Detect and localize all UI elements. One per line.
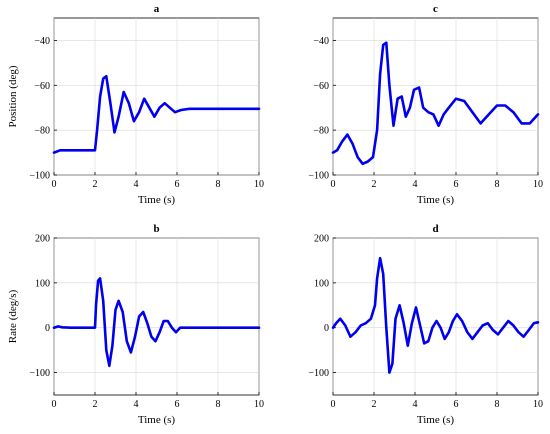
- panel-a: 0 2 4 6 8 10 −100 −80 −60 −40 a Time (s) Position (d…: [7, 3, 264, 206]
- y-tick-label-b-3: 200: [35, 234, 50, 245]
- x-tick-label-c-0: 0: [331, 179, 336, 190]
- y-tick-label-b-1: 0: [45, 323, 50, 334]
- x-tick-label-d-2: 4: [413, 399, 418, 410]
- chart-title-d: d: [432, 223, 438, 235]
- x-axis-label-a: Time (s): [138, 194, 176, 206]
- x-tick-label-a-2: 4: [134, 179, 139, 190]
- x-tick-label-a-1: 2: [93, 179, 98, 190]
- y-axis-label-b: Rate (deg/s): [7, 289, 19, 343]
- series-line-a: [52, 75, 261, 154]
- x-tick-label-a-5: 10: [254, 179, 264, 190]
- y-tick-label-c-3: −40: [313, 36, 329, 47]
- plot-area-d: [332, 237, 539, 396]
- x-tick-label-c-4: 8: [495, 179, 500, 190]
- x-tick-label-c-3: 6: [454, 179, 459, 190]
- chart-title-c: c: [433, 3, 438, 15]
- panel-d: 0 2 4 6 8 10 −100 0 100 200 d Time (s): [308, 223, 543, 426]
- y-tick-label-c-0: −100: [308, 171, 329, 182]
- x-tick-label-d-0: 0: [331, 399, 336, 410]
- plot-area-c: [332, 17, 539, 176]
- x-tick-label-b-3: 6: [175, 399, 180, 410]
- x-tick-label-b-1: 2: [93, 399, 98, 410]
- x-axis-label-d: Time (s): [417, 414, 455, 426]
- x-tick-label-d-1: 2: [372, 399, 377, 410]
- x-tick-label-a-0: 0: [52, 179, 57, 190]
- panel-b: 0 2 4 6 8 10 −100 0 100 200 b Time (s) Rate (deg/s): [7, 223, 264, 426]
- y-tick-label-b-2: 100: [35, 278, 50, 289]
- series-line-c: [331, 41, 540, 166]
- x-tick-label-c-5: 10: [533, 179, 543, 190]
- x-axis-label-c: Time (s): [417, 194, 455, 206]
- x-tick-label-d-3: 6: [454, 399, 459, 410]
- chart-title-b: b: [153, 223, 159, 235]
- y-tick-label-c-2: −60: [313, 81, 329, 92]
- x-tick-label-d-5: 10: [533, 399, 543, 410]
- y-tick-label-d-3: 200: [314, 234, 329, 245]
- x-tick-label-c-1: 2: [372, 179, 377, 190]
- x-tick-label-c-2: 4: [413, 179, 418, 190]
- panel-c: 0 2 4 6 8 10 −100 −80 −60 −40 c Time (s): [308, 3, 543, 206]
- x-tick-label-b-0: 0: [52, 399, 57, 410]
- y-tick-label-d-1: 0: [324, 323, 329, 334]
- y-tick-label-a-2: −60: [34, 81, 50, 92]
- plot-area-a: [53, 17, 260, 176]
- series-line-b: [52, 277, 261, 368]
- y-axis-label-a: Position (deg): [7, 65, 19, 127]
- chart-title-a: a: [154, 3, 160, 15]
- y-tick-label-c-1: −80: [313, 126, 329, 137]
- y-tick-label-b-0: −100: [29, 368, 50, 379]
- y-tick-label-a-1: −80: [34, 126, 50, 137]
- x-tick-label-a-4: 8: [216, 179, 221, 190]
- x-tick-label-a-3: 6: [175, 179, 180, 190]
- y-tick-label-d-2: 100: [314, 278, 329, 289]
- x-tick-label-b-5: 10: [254, 399, 264, 410]
- x-tick-label-b-2: 4: [134, 399, 139, 410]
- y-tick-label-d-0: −100: [308, 368, 329, 379]
- x-axis-label-b: Time (s): [138, 414, 176, 426]
- series-line-d: [331, 256, 540, 374]
- x-tick-label-b-4: 8: [216, 399, 221, 410]
- y-tick-label-a-3: −40: [34, 36, 50, 47]
- y-tick-label-a-0: −100: [29, 171, 50, 182]
- x-tick-label-d-4: 8: [495, 399, 500, 410]
- plot-area-b: [53, 237, 260, 396]
